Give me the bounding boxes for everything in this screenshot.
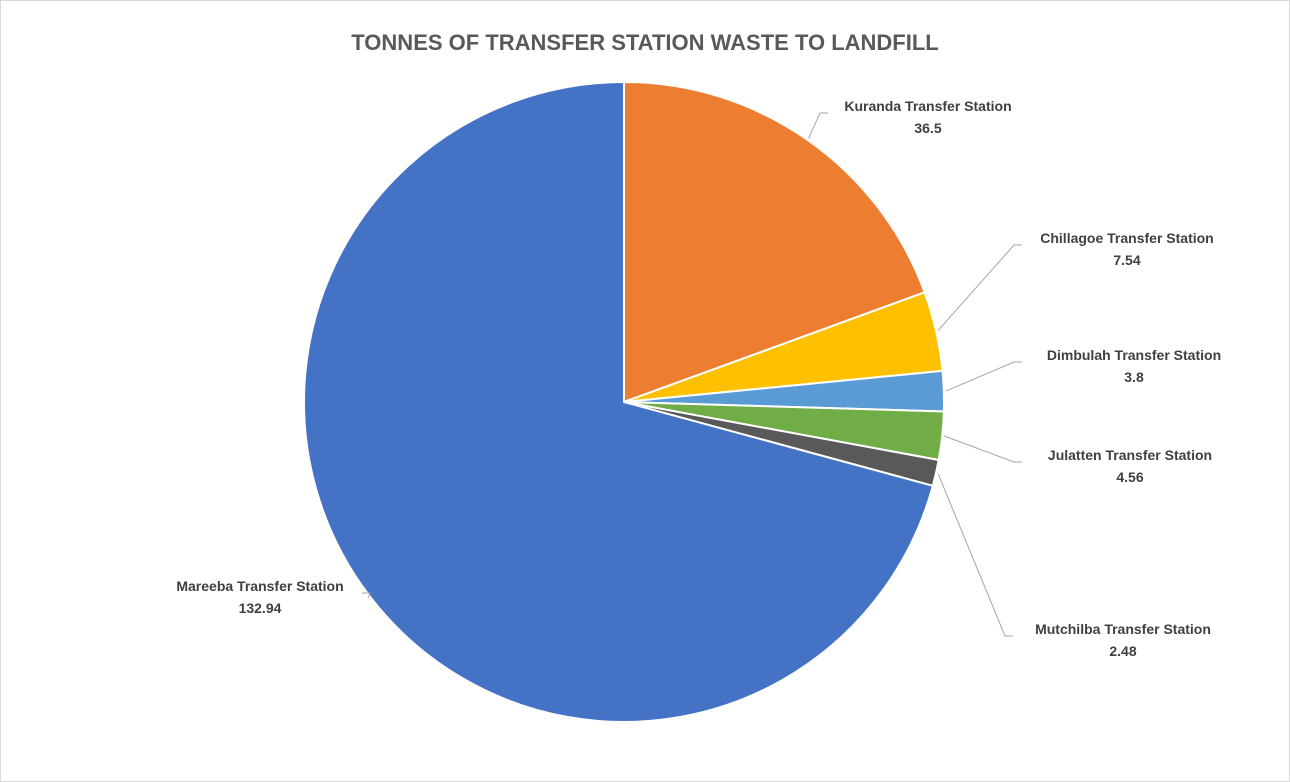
data-label-name: Julatten Transfer Station [1048, 447, 1212, 463]
data-label-value: 3.8 [1124, 369, 1144, 385]
chart-title: TONNES OF TRANSFER STATION WASTE TO LAND… [351, 30, 939, 55]
leader-line [808, 112, 828, 139]
data-label-name: Chillagoe Transfer Station [1040, 230, 1213, 246]
data-label-name: Mutchilba Transfer Station [1035, 621, 1211, 637]
data-label-name: Mareeba Transfer Station [176, 578, 343, 594]
leader-line [937, 473, 1013, 637]
data-label-value: 132.94 [239, 600, 282, 616]
leader-line [362, 592, 371, 598]
pie-slice-kuranda-transfer-station [623, 80, 926, 404]
data-label-name: Kuranda Transfer Station [844, 98, 1011, 114]
leader-line [945, 361, 1022, 392]
leader-line [944, 435, 1022, 463]
data-label-name: Dimbulah Transfer Station [1047, 347, 1221, 363]
data-label-value: 36.5 [914, 120, 941, 136]
leader-line [937, 244, 1022, 331]
data-label-value: 7.54 [1113, 252, 1140, 268]
data-label-value: 4.56 [1116, 469, 1143, 485]
data-label-value: 2.48 [1109, 643, 1136, 659]
pie-slice-mareeba-transfer-station [303, 80, 935, 723]
